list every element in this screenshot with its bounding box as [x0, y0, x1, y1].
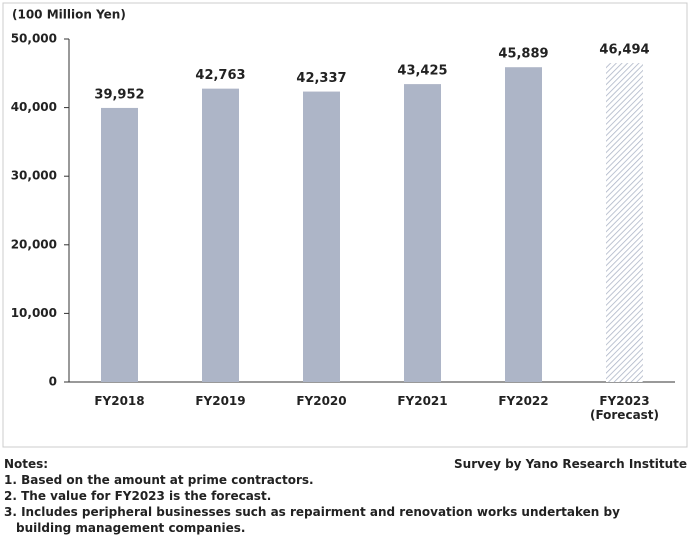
bar	[101, 107, 138, 382]
bar	[303, 91, 340, 382]
chart: (100 Million Yen) 0 10,000 20,000 30,000 40,…	[2, 2, 688, 448]
value-label: 46,494	[599, 43, 649, 58]
x-tick-label: FY2021	[397, 394, 448, 408]
value-label: 42,337	[296, 71, 346, 86]
frame	[2, 2, 688, 448]
note: 2. The value for FY2023 is the forecast.	[4, 489, 272, 503]
y-tick-label: 50,000	[11, 32, 57, 46]
x-tick-label: FY2018	[94, 394, 145, 408]
y-tick-label: 10,000	[11, 306, 57, 320]
y-tick-label: 30,000	[11, 169, 57, 183]
x-tick-label: FY2022	[498, 394, 549, 408]
note: 1. Based on the amount at prime contract…	[4, 473, 314, 487]
bar	[606, 63, 643, 383]
notes-title: Notes:	[4, 457, 49, 471]
value-label: 43,425	[397, 64, 447, 79]
source: Survey by Yano Research Institute	[454, 457, 687, 471]
x-tick-label: FY2019	[195, 394, 246, 408]
y-tick-label: 40,000	[11, 100, 57, 114]
y-tick-label: 20,000	[11, 237, 57, 251]
y-axis-label: (100 Million Yen)	[12, 8, 126, 22]
bar	[202, 88, 239, 383]
x-tick-label: FY2023 (Forecast)	[589, 394, 660, 422]
bar	[505, 67, 542, 382]
note: 3. Includes peripheral businesses such a…	[4, 505, 620, 535]
value-label: 39,952	[94, 87, 144, 102]
x-tick-label: FY2020	[296, 394, 347, 408]
bar	[404, 84, 441, 383]
y-tick-label: 0	[49, 375, 57, 389]
value-label: 42,763	[195, 68, 245, 83]
value-label: 45,889	[498, 47, 548, 62]
